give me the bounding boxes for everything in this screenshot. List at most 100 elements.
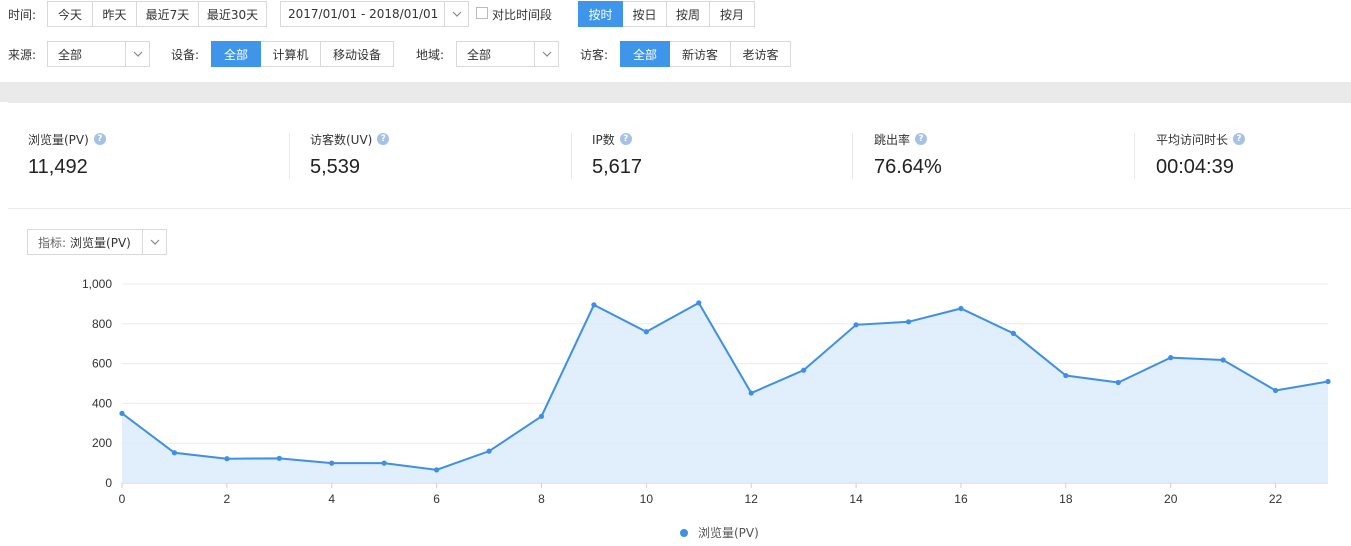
visitor-label: 访客:: [580, 48, 609, 62]
compare-checkbox[interactable]: [476, 7, 488, 19]
data-point: [1063, 372, 1069, 379]
x-tick-label: 20: [1164, 492, 1178, 506]
data-point: [1272, 387, 1279, 394]
chart-legend[interactable]: 浏览量(PV): [680, 524, 759, 541]
device-all-button[interactable]: 全部: [211, 41, 261, 67]
data-point: [1220, 357, 1226, 363]
data-point: [643, 329, 649, 335]
yesterday-button[interactable]: 昨天: [92, 1, 137, 27]
region-select[interactable]: 全部: [456, 41, 559, 67]
region-label: 地域:: [416, 48, 445, 62]
x-tick-label: 10: [640, 492, 654, 506]
region-value: 全部: [467, 47, 492, 62]
device-computer-button[interactable]: 计算机: [260, 41, 321, 67]
x-tick-label: 14: [849, 492, 863, 506]
y-tick-label: 1,000: [82, 277, 112, 291]
legend-marker: [680, 528, 688, 537]
series-area: [122, 302, 1328, 483]
indicator-select[interactable]: 指标: 浏览量(PV): [27, 229, 167, 255]
by-hour-button[interactable]: 按时: [578, 1, 623, 27]
x-tick-label: 6: [433, 492, 440, 506]
visitor-returning-button[interactable]: 老访客: [730, 41, 791, 67]
series-line: [121, 301, 1329, 471]
metric-avg-duration: 平均访问时长? 00:04:39: [1156, 130, 1246, 179]
last-30-days-button[interactable]: 最近30天: [198, 1, 267, 27]
help-icon[interactable]: ?: [619, 133, 632, 145]
pv-line-chart: 0 200 400 600 800 1,000 0 2 4 6 8 10 12 14 16 18 20 22: [82, 277, 1331, 506]
help-icon[interactable]: ?: [93, 133, 106, 145]
by-month-button[interactable]: 按月: [709, 1, 755, 27]
data-point: [276, 455, 282, 461]
y-tick-label: 800: [92, 317, 112, 331]
data-point: [1168, 355, 1174, 361]
metric-name: 平均访问时长: [1156, 132, 1229, 147]
chevron-down-icon: [125, 42, 149, 66]
y-tick-label: 600: [92, 357, 112, 371]
x-tick-label: 18: [1059, 492, 1073, 506]
data-point: [853, 322, 859, 328]
metric-value: 00:04:39: [1156, 156, 1234, 178]
data-point: [538, 413, 545, 419]
date-range-picker[interactable]: 2017/01/01 - 2018/01/01: [280, 1, 469, 27]
data-point: [224, 456, 230, 462]
data-point: [1325, 378, 1331, 385]
x-tick-label: 8: [538, 492, 545, 506]
chevron-down-icon: [534, 42, 558, 66]
x-tick-label: 22: [1269, 492, 1283, 506]
divider: [571, 133, 572, 179]
visitor-all-button[interactable]: 全部: [620, 41, 670, 67]
data-point: [434, 467, 440, 473]
metric-value: 76.64%: [874, 156, 942, 178]
help-icon[interactable]: ?: [377, 133, 390, 145]
data-point: [748, 390, 754, 396]
today-button[interactable]: 今天: [47, 1, 93, 27]
metric-value: 5,539: [310, 156, 361, 178]
section-separator: [0, 82, 1351, 102]
source-label: 来源:: [8, 48, 37, 62]
divider: [852, 133, 853, 179]
device-buttons: 全部 计算机 移动设备: [211, 41, 394, 67]
compare-label: 对比时间段: [492, 8, 553, 22]
divider: [289, 133, 290, 179]
time-label: 时间:: [8, 8, 37, 22]
data-point: [696, 300, 702, 306]
y-tick-label: 400: [92, 396, 112, 410]
source-select[interactable]: 全部: [47, 41, 150, 67]
y-tick-label: 200: [92, 436, 112, 450]
help-icon[interactable]: ?: [915, 133, 928, 145]
metric-ip: IP数? 5,617: [592, 130, 642, 179]
time-range-buttons: 今天 昨天 最近7天 最近30天: [47, 1, 267, 27]
metric-value: 11,492: [28, 156, 88, 178]
by-week-button[interactable]: 按周: [666, 1, 710, 27]
help-icon[interactable]: ?: [1233, 133, 1246, 145]
metric-name: 跳出率: [874, 132, 911, 147]
data-point: [958, 305, 964, 312]
by-day-button[interactable]: 按日: [622, 1, 667, 27]
x-tick-label: 0: [119, 492, 126, 506]
data-point: [329, 460, 335, 466]
date-range-value: 2017/01/01 - 2018/01/01: [288, 7, 439, 21]
data-point: [381, 460, 387, 466]
divider: [1134, 133, 1135, 179]
granularity-buttons: 按时 按日 按周 按月: [578, 1, 755, 27]
data-point: [1115, 379, 1121, 386]
metric-pv: 浏览量(PV)? 11,492: [28, 130, 106, 179]
metric-name: 浏览量(PV): [28, 132, 89, 147]
data-point: [591, 302, 597, 308]
legend-label: 浏览量(PV): [698, 526, 759, 540]
data-point: [119, 410, 125, 416]
chevron-down-icon: [444, 2, 468, 26]
data-point: [1010, 330, 1016, 336]
indicator-label: 指标:: [38, 235, 67, 250]
visitor-buttons: 全部 新访客 老访客: [620, 41, 791, 67]
x-tick-label: 4: [328, 492, 335, 506]
indicator-value: 浏览量(PV): [70, 235, 131, 250]
metric-uv: 访客数(UV)? 5,539: [310, 130, 390, 179]
last-7-days-button[interactable]: 最近7天: [136, 1, 199, 27]
visitor-new-button[interactable]: 新访客: [669, 41, 731, 67]
data-point: [486, 448, 492, 454]
device-mobile-button[interactable]: 移动设备: [320, 41, 394, 67]
source-value: 全部: [58, 47, 83, 62]
x-tick-label: 16: [954, 492, 968, 506]
x-tick-label: 12: [745, 492, 759, 506]
